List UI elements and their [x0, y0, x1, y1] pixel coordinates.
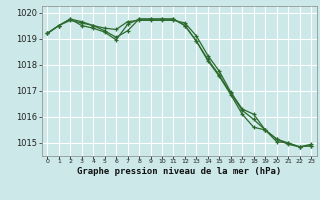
X-axis label: Graphe pression niveau de la mer (hPa): Graphe pression niveau de la mer (hPa)	[77, 167, 281, 176]
